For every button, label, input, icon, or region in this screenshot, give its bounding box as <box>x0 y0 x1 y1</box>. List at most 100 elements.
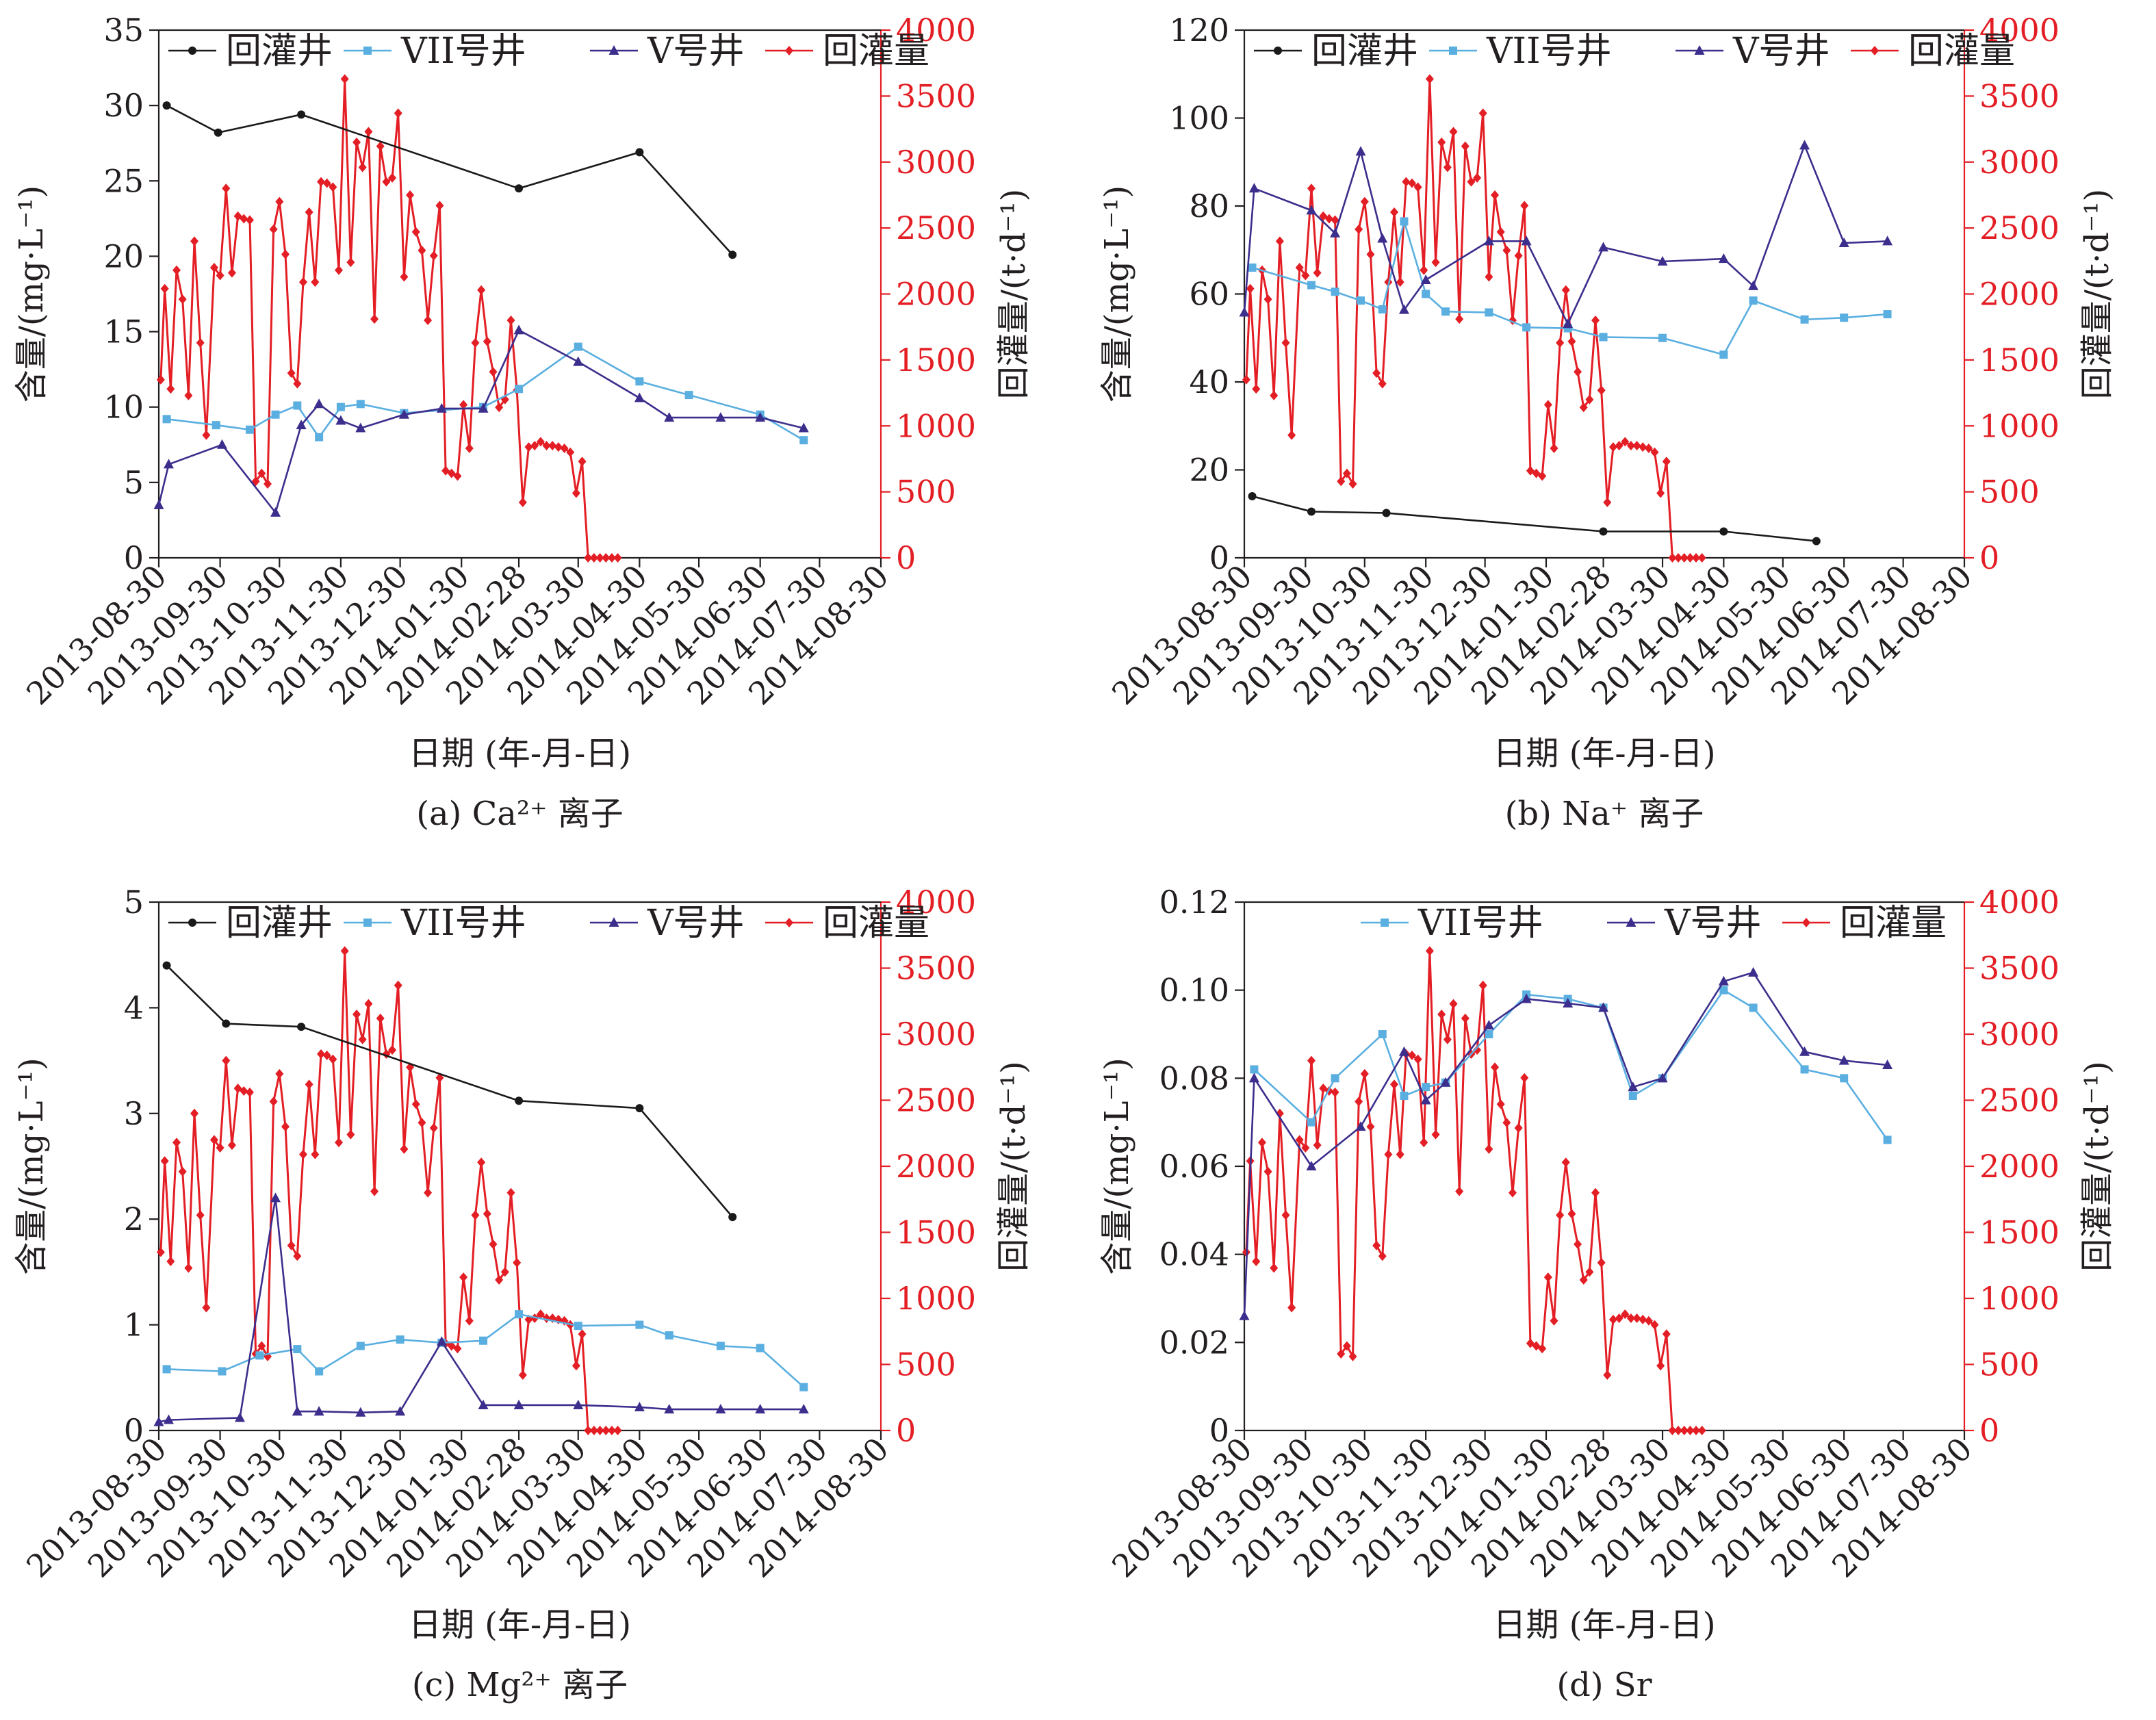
recharge-point <box>1603 1370 1612 1380</box>
legend-label: V号井 <box>1732 31 1830 72</box>
recharge-point <box>1491 1062 1500 1073</box>
well-point <box>1599 527 1608 536</box>
y-tick-label: 100 <box>1169 100 1229 137</box>
v-point <box>296 420 307 430</box>
legend-label: VII号井 <box>1486 31 1612 72</box>
vii-point <box>1378 1030 1387 1038</box>
x-axis-title: 日期 (年-月-日) <box>1493 734 1715 773</box>
recharge-point <box>1632 1313 1641 1323</box>
recharge-point <box>613 1426 622 1435</box>
recharge-point <box>1567 336 1576 346</box>
v-point <box>1838 1055 1849 1065</box>
well-point <box>162 101 171 110</box>
recharge-point <box>317 177 326 187</box>
legend-label: 回灌井 <box>226 903 333 944</box>
y-axis-title: 含量/(mg·L⁻¹) <box>1098 1057 1136 1275</box>
legend-marker <box>188 919 196 927</box>
series-well-line <box>166 964 734 1218</box>
recharge-point <box>518 1370 527 1380</box>
recharge-point <box>216 270 224 281</box>
recharge-point <box>1252 384 1261 394</box>
series-vii-line <box>166 346 804 441</box>
vii-point <box>1331 1074 1339 1083</box>
y-tick-label: 5 <box>124 464 144 501</box>
recharge-point <box>299 277 307 287</box>
recharge-point <box>394 980 402 990</box>
vii-point <box>1658 333 1667 342</box>
v-point <box>1657 255 1668 266</box>
v-point <box>1882 1060 1893 1070</box>
v-point <box>1440 1077 1451 1087</box>
recharge-point <box>1556 337 1565 348</box>
v-point <box>798 1404 809 1414</box>
recharge-point <box>227 268 236 278</box>
y-tick-label: 25 <box>103 162 144 199</box>
recharge-point <box>1574 1239 1582 1249</box>
recharge-point <box>172 265 181 275</box>
v-point <box>313 398 324 409</box>
recharge-point <box>435 201 444 211</box>
v-point <box>1838 237 1849 247</box>
recharge-point <box>1355 224 1363 235</box>
recharge-point <box>602 553 611 563</box>
v-point <box>1799 140 1810 150</box>
v-point <box>715 1404 726 1414</box>
v-point <box>1882 235 1893 246</box>
y2-tick-label: 4000 <box>1979 12 2059 49</box>
recharge-point <box>1437 1010 1446 1020</box>
recharge-point <box>322 178 331 188</box>
recharge-point <box>1390 1079 1399 1090</box>
y-tick-label: 0 <box>1209 1412 1229 1449</box>
y2-tick-label: 1500 <box>896 1214 976 1251</box>
v-point <box>395 1406 406 1416</box>
recharge-point <box>1656 488 1665 498</box>
recharge-point <box>572 1361 580 1371</box>
v-point <box>355 1407 366 1417</box>
recharge-point <box>406 190 415 200</box>
recharge-point <box>305 207 313 217</box>
v-point <box>1355 146 1366 156</box>
recharge-point <box>1270 390 1279 400</box>
v-point <box>478 1399 489 1409</box>
legend-marker <box>188 47 196 55</box>
recharge-point <box>584 1426 593 1435</box>
recharge-point <box>1508 1188 1517 1198</box>
v-point <box>292 1406 303 1416</box>
recharge-point <box>1337 1349 1346 1359</box>
y-axis-title: 含量/(mg·L⁻¹) <box>1098 185 1136 403</box>
vii-point <box>799 1383 808 1391</box>
recharge-point <box>269 1096 278 1107</box>
recharge-point <box>429 1123 438 1133</box>
v-point <box>1398 304 1409 314</box>
recharge-point <box>1355 1096 1363 1107</box>
recharge-point <box>382 177 391 187</box>
recharge-point <box>352 137 361 147</box>
recharge-point <box>156 374 165 385</box>
recharge-point <box>1550 1315 1558 1326</box>
vii-point <box>162 415 171 424</box>
recharge-point <box>1337 476 1346 487</box>
recharge-point <box>418 1118 426 1128</box>
y2-tick-label: 2000 <box>1979 276 2059 313</box>
v-point <box>1521 993 1532 1003</box>
recharge-point <box>1550 444 1558 454</box>
recharge-point <box>589 553 598 563</box>
y-axis-title: 含量/(mg·L⁻¹) <box>12 185 51 403</box>
recharge-point <box>500 1267 509 1277</box>
y2-tick-label: 3000 <box>896 144 976 181</box>
v-point <box>270 1192 281 1203</box>
panel-c: 0123450500100015002000250030003500400020… <box>12 884 1033 1704</box>
recharge-point <box>202 430 211 440</box>
v-point <box>313 1406 324 1416</box>
recharge-point <box>1287 430 1296 440</box>
y2-tick-label: 500 <box>896 474 956 511</box>
recharge-point <box>287 368 296 378</box>
vii-point <box>1485 1030 1493 1038</box>
recharge-point <box>358 162 367 172</box>
recharge-point <box>329 1054 337 1064</box>
recharge-point <box>196 1210 205 1220</box>
vii-point <box>1522 323 1531 332</box>
recharge-point <box>1556 1210 1565 1220</box>
recharge-point <box>1597 385 1606 396</box>
v-point <box>634 392 645 402</box>
